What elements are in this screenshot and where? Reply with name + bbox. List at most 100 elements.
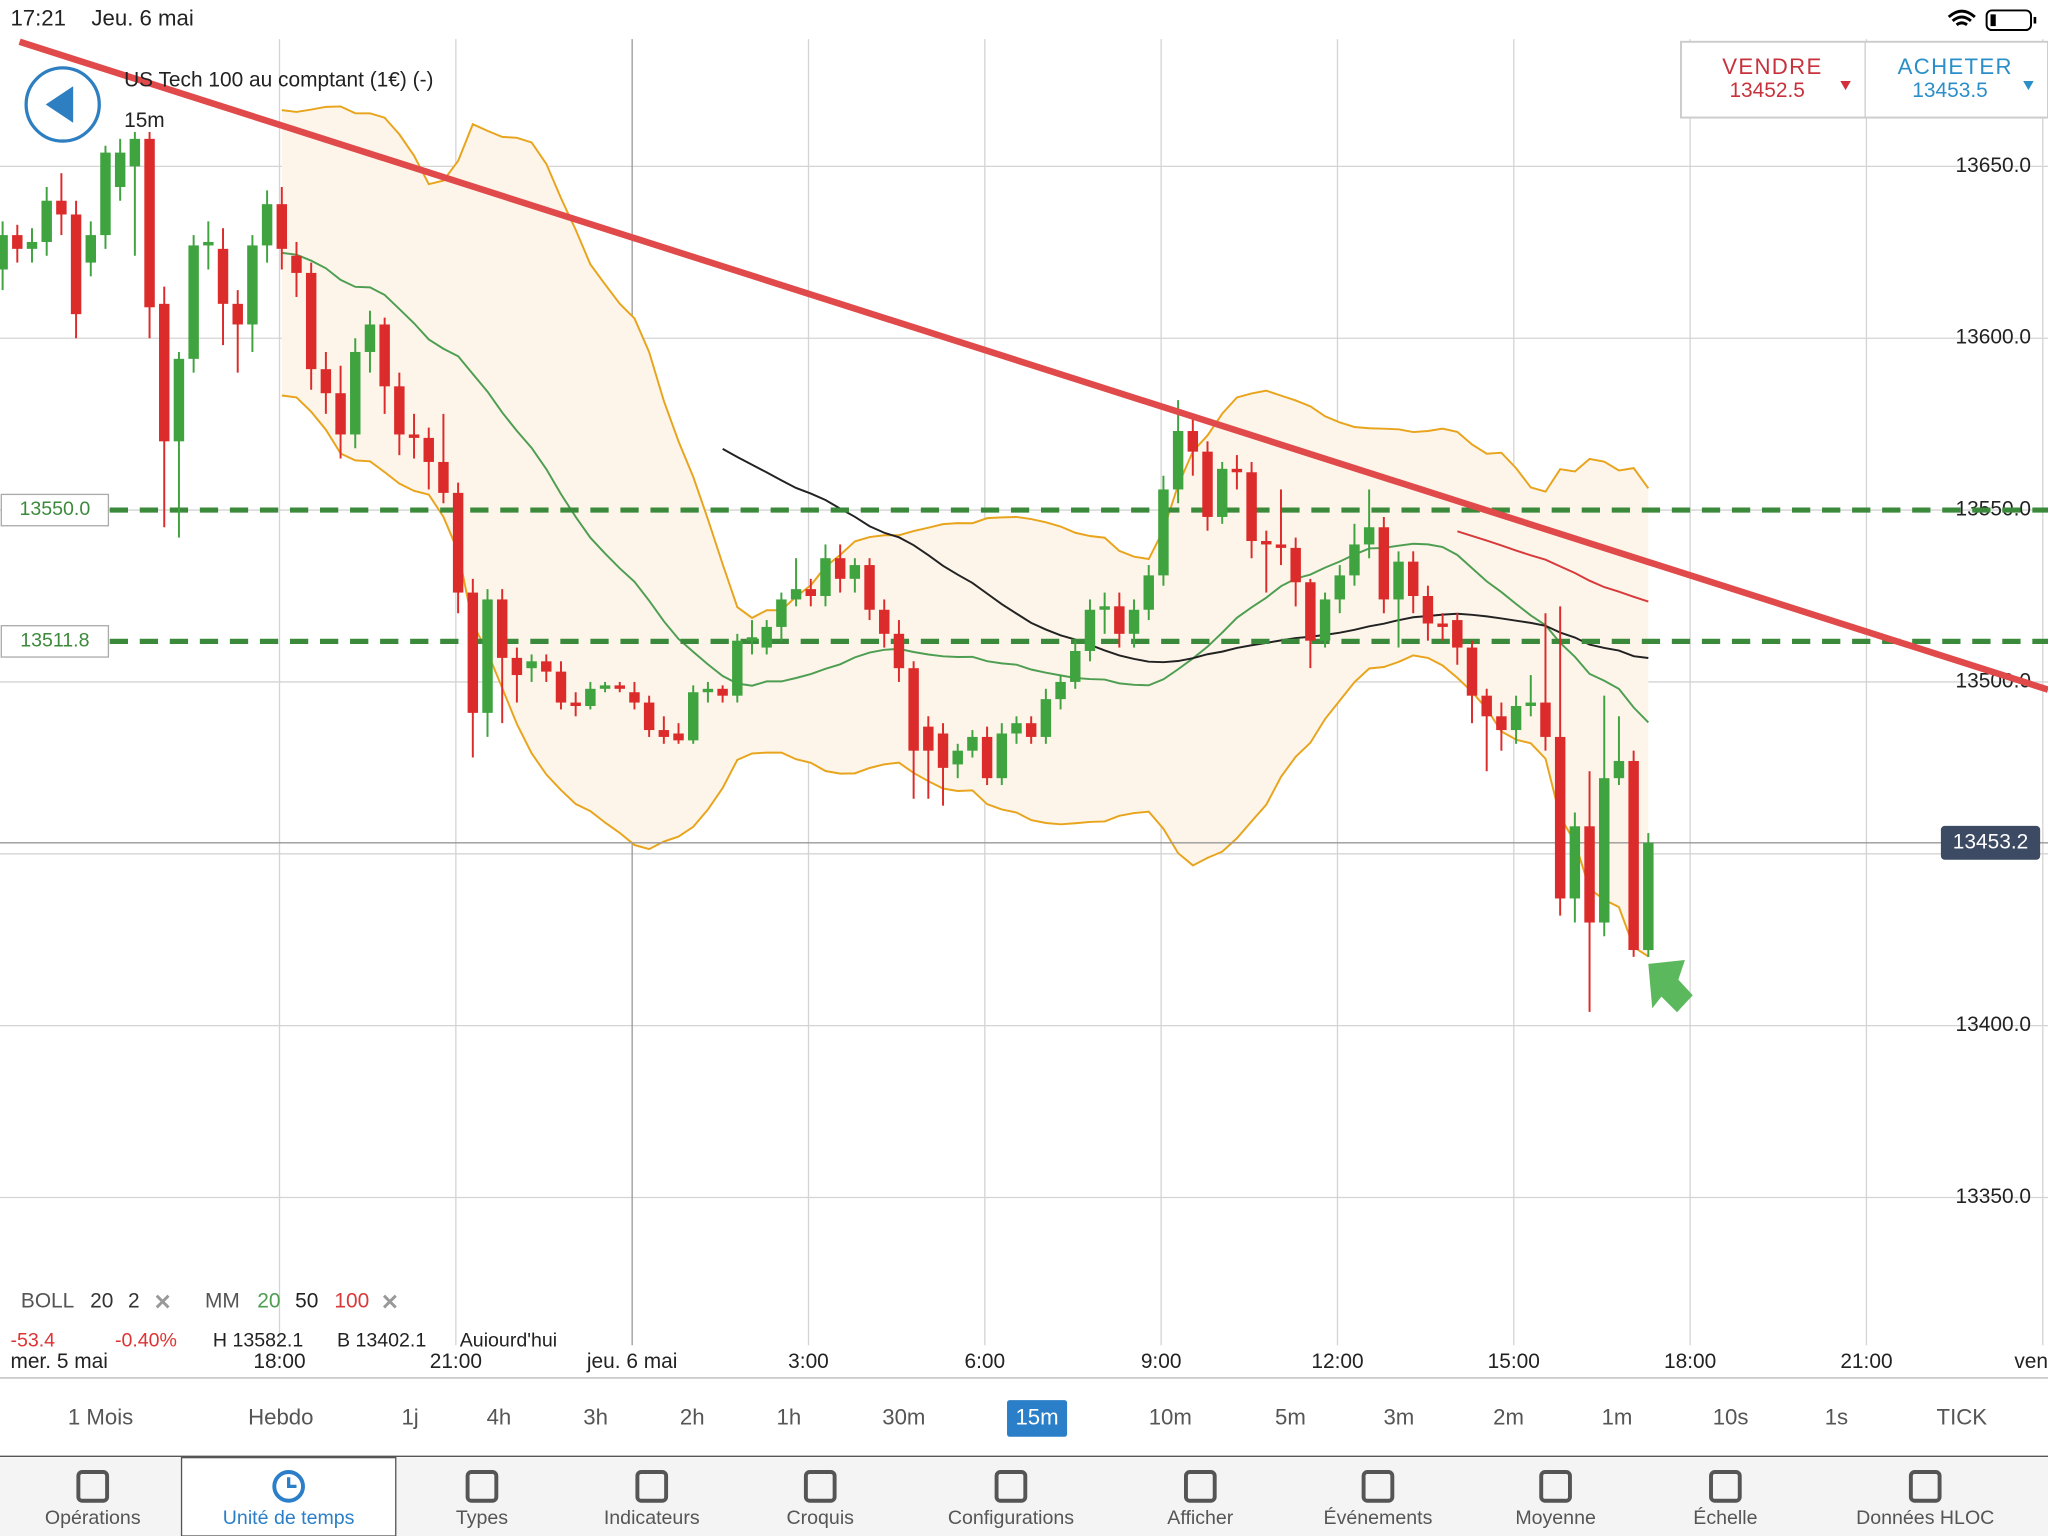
- timeframe-button[interactable]: 3m: [1383, 1404, 1414, 1429]
- toolbar-button[interactable]: Afficher: [1167, 1507, 1233, 1529]
- candle-body: [1481, 695, 1492, 717]
- timeframe-bar: 1 Mois Hebdo 1j 4h 3h 2h 1h 30m 15m 10m 5m 3m 2m 1m 10…: [68, 1400, 1987, 1437]
- timeframe-button[interactable]: Hebdo: [248, 1404, 313, 1429]
- x-tick-label: 6:00: [964, 1350, 1005, 1373]
- status-icons: [1947, 9, 2037, 32]
- candle-body: [12, 235, 23, 249]
- candle-body: [864, 565, 875, 610]
- timeframe-button[interactable]: TICK: [1937, 1404, 1988, 1429]
- level-label: 13550.0: [19, 498, 90, 520]
- candle-body: [1349, 544, 1360, 576]
- candle-body: [879, 609, 890, 634]
- boll-upper: [281, 105, 1650, 620]
- toolbar-button[interactable]: Échelle: [1693, 1506, 1757, 1529]
- timeframe-button[interactable]: 4h: [487, 1404, 512, 1429]
- tool-icon: [994, 1470, 1028, 1503]
- sell-price[interactable]: 13452.5: [1729, 79, 1804, 102]
- candle-body: [981, 736, 993, 779]
- candle-body: [834, 558, 846, 579]
- candle-body: [1378, 527, 1390, 600]
- candle-body: [100, 152, 111, 236]
- candle-body: [585, 688, 596, 706]
- candle-body: [1158, 489, 1169, 576]
- overlay: 13550.0 13511.8 13453.2: [0, 493, 2041, 860]
- timeframe-button[interactable]: 10m: [1149, 1404, 1192, 1429]
- timeframe-button[interactable]: 1h: [777, 1404, 802, 1429]
- candle-body: [423, 437, 434, 462]
- candle-body: [1334, 575, 1345, 600]
- toolbar-button[interactable]: Moyenne: [1515, 1507, 1596, 1529]
- candle-body: [526, 661, 537, 669]
- toolbar-button[interactable]: Opérations: [45, 1507, 141, 1529]
- instrument-name: US Tech 100 au comptant (1€) (-): [124, 68, 433, 91]
- timeframe-button[interactable]: 30m: [882, 1404, 925, 1429]
- timeframe-selected[interactable]: [1007, 1400, 1068, 1437]
- buy-price[interactable]: 13453.5: [1912, 79, 1987, 102]
- candle-body: [1510, 705, 1522, 731]
- candle-body: [1202, 451, 1213, 517]
- timeframe-button[interactable]: 2m: [1493, 1404, 1524, 1429]
- toolbar-button[interactable]: Croquis: [787, 1507, 855, 1529]
- mm-period: 20: [257, 1290, 280, 1313]
- tool-icon: [803, 1470, 837, 1503]
- sell-label[interactable]: VENDRE: [1722, 54, 1822, 79]
- x-tick-label: 9:00: [1141, 1350, 1182, 1373]
- candle-body: [408, 434, 420, 438]
- x-tick-label: ven. 7: [2014, 1350, 2048, 1373]
- timeframe-button[interactable]: 1 Mois: [68, 1404, 133, 1429]
- timeframe-button[interactable]: 5m: [1275, 1404, 1306, 1429]
- candle-body: [276, 204, 288, 249]
- candle-body: [85, 235, 96, 263]
- stat: B 13402.1: [337, 1330, 426, 1352]
- candle-body: [41, 200, 52, 242]
- candle-body: [629, 692, 640, 703]
- timeframe-button[interactable]: 1m: [1602, 1404, 1633, 1429]
- candle-body: [643, 702, 655, 731]
- candle-body: [452, 492, 464, 593]
- x-tick-label: 12:00: [1311, 1350, 1363, 1373]
- tool-icon: [1361, 1470, 1395, 1503]
- candle-body: [1466, 647, 1478, 696]
- candle-body: [761, 626, 772, 648]
- toolbar-button[interactable]: Indicateurs: [604, 1507, 700, 1529]
- candle-body: [56, 200, 67, 215]
- candle-body: [350, 351, 361, 435]
- candle-body: [144, 138, 155, 308]
- toolbar-button[interactable]: Types: [456, 1507, 508, 1529]
- candle-body: [776, 599, 787, 627]
- toolbar-button[interactable]: Configurations: [948, 1507, 1074, 1529]
- candle-body: [1172, 431, 1184, 490]
- candle-body: [614, 685, 625, 689]
- candle-body: [967, 736, 978, 751]
- candle-body: [188, 245, 199, 359]
- timeframe-button[interactable]: 15m: [1015, 1404, 1058, 1429]
- toolbar-button[interactable]: Données HLOC: [1856, 1507, 1994, 1529]
- buy-button[interactable]: ACHETER 13453.5: [1898, 54, 2013, 102]
- boll-band: [281, 106, 1649, 957]
- timeframe-button[interactable]: 1j: [401, 1404, 418, 1429]
- level-label-box: [0, 493, 110, 527]
- buy-label[interactable]: ACHETER: [1898, 54, 2013, 79]
- candle-body: [217, 248, 229, 304]
- timeframe-button[interactable]: 10s: [1713, 1404, 1749, 1429]
- current-price-box: [1940, 825, 2041, 860]
- toolbar-button[interactable]: Unité de temps: [223, 1507, 355, 1529]
- timeframe-button[interactable]: 2h: [680, 1404, 705, 1429]
- remove-mm[interactable]: [382, 1294, 397, 1309]
- mm-period: 100: [334, 1290, 369, 1313]
- candle-body: [1496, 716, 1507, 731]
- toolbar-button[interactable]: Événements: [1324, 1506, 1433, 1529]
- candle-body: [893, 633, 905, 669]
- candle-body: [379, 324, 390, 387]
- candle-body: [996, 733, 1008, 779]
- back-button[interactable]: [24, 66, 101, 143]
- remove-boll[interactable]: [155, 1294, 170, 1309]
- sell-button[interactable]: VENDRE 13452.5: [1722, 54, 1822, 102]
- timeframe-button[interactable]: 1s: [1825, 1404, 1848, 1429]
- mm-label: MM: [205, 1290, 240, 1313]
- boll-period: 20: [90, 1290, 113, 1313]
- timeframe-button[interactable]: 3h: [583, 1404, 608, 1429]
- candle-body: [849, 565, 861, 579]
- candle-body: [790, 589, 802, 600]
